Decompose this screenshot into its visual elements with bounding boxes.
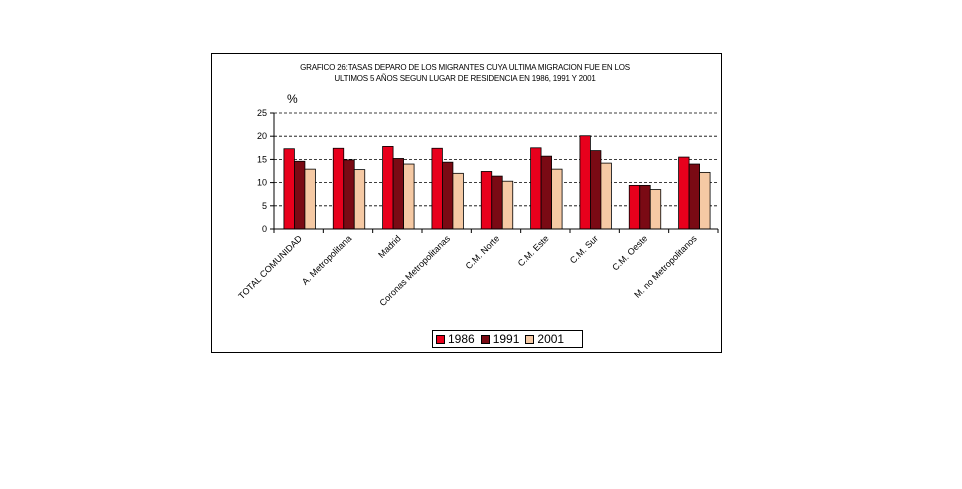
bar-1986 (530, 147, 542, 230)
legend-item-1986: 1986 (436, 332, 475, 346)
y-axis-label: % (287, 92, 298, 106)
legend-item-1991: 1991 (480, 332, 520, 346)
bar-1991 (590, 150, 602, 230)
bar-2001 (649, 189, 662, 230)
bar-1986 (283, 148, 295, 230)
bar-1991 (491, 175, 503, 230)
legend-label: 2001 (537, 332, 565, 346)
bar-1986 (332, 147, 345, 230)
x-category-label: TOTAL COMUNIDAD (236, 233, 304, 301)
bar-1986 (628, 184, 641, 230)
x-category-label: C.M. Norte (464, 233, 502, 271)
bar-2001 (501, 180, 514, 230)
x-category-label: C.M. Este (516, 233, 551, 268)
chart-title-line-2: ULTIMOS 5 AÑOS SEGUN LUGAR DE RESIDENCIA… (334, 74, 596, 83)
bar-2001 (353, 169, 366, 230)
y-tick-label: 5 (262, 201, 267, 211)
bar-2001 (304, 168, 316, 230)
y-tick-label: 25 (257, 108, 267, 118)
bar-1986 (579, 135, 591, 230)
x-category-label: Madrid (376, 233, 403, 260)
bar-1986 (382, 146, 394, 230)
bar-2001 (452, 172, 464, 230)
legend-item-2001: 2001 (525, 332, 564, 346)
bar-1991 (392, 158, 404, 230)
y-tick-label: 15 (257, 154, 267, 164)
y-tick-label: 0 (262, 224, 267, 234)
x-category-label: C.M. Oeste (610, 233, 649, 272)
bar-1986 (678, 156, 690, 230)
chart-title: GRAFICO 26:TASAS DEPARO DE LOS MIGRANTES… (222, 62, 708, 84)
chart-title-line-1: GRAFICO 26:TASAS DEPARO DE LOS MIGRANTES… (300, 63, 630, 72)
legend-swatch (525, 334, 535, 344)
legend-swatch (436, 334, 445, 344)
bar-1991 (688, 163, 700, 230)
bar-1986 (480, 171, 493, 230)
legend-label: 1986 (448, 332, 475, 346)
bar-2001 (551, 168, 563, 230)
legend: 1986 1991 2001 (432, 330, 583, 348)
bar-1991 (442, 161, 454, 230)
x-category-label: C.M. Sur (568, 233, 600, 265)
bar-2001 (600, 162, 612, 230)
x-category-label: A. Metropolitana (300, 233, 353, 286)
legend-label: 1991 (492, 332, 520, 346)
bar-1991 (639, 184, 651, 230)
y-tick-label: 20 (257, 131, 267, 141)
y-tick-label: 10 (257, 178, 267, 188)
bar-1986 (431, 147, 443, 230)
bar-1991 (294, 160, 306, 230)
legend-swatch (480, 334, 490, 344)
bar-1991 (343, 159, 355, 230)
bar-2001 (403, 163, 415, 230)
bar-2001 (699, 171, 711, 230)
bar-1991 (540, 155, 552, 230)
